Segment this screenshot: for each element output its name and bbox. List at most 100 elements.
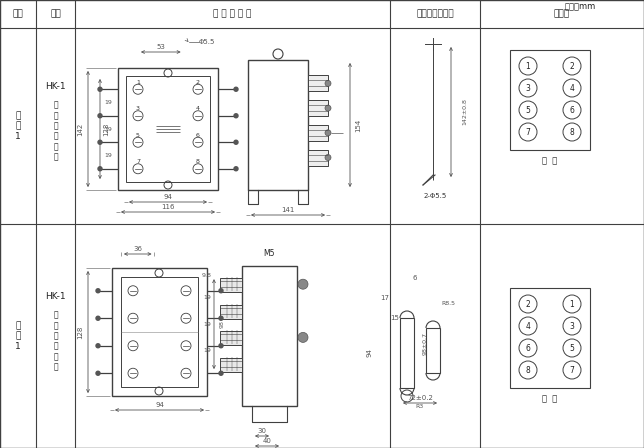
Circle shape xyxy=(96,316,100,320)
Bar xyxy=(510,288,590,388)
Circle shape xyxy=(96,344,100,348)
Text: 7: 7 xyxy=(526,128,531,137)
Text: 6: 6 xyxy=(196,133,200,138)
Text: 背  视: 背 视 xyxy=(542,395,558,404)
Text: 1: 1 xyxy=(570,300,574,309)
Bar xyxy=(308,150,328,165)
Bar xyxy=(248,60,308,190)
Text: 外 形 尺 寸 图: 外 形 尺 寸 图 xyxy=(213,9,251,18)
Text: 40: 40 xyxy=(263,438,271,444)
Text: 4: 4 xyxy=(569,83,574,92)
Text: 3: 3 xyxy=(526,83,531,92)
Text: 128: 128 xyxy=(103,122,109,136)
Bar xyxy=(112,268,207,396)
Bar xyxy=(308,100,328,116)
Bar xyxy=(220,332,242,345)
Text: 17: 17 xyxy=(381,295,390,301)
Circle shape xyxy=(298,279,308,289)
Text: 154: 154 xyxy=(355,118,361,132)
Circle shape xyxy=(234,114,238,118)
Text: 19: 19 xyxy=(203,348,211,353)
Text: 8: 8 xyxy=(570,128,574,137)
Bar xyxy=(220,278,242,292)
Text: 53: 53 xyxy=(156,44,166,50)
Circle shape xyxy=(234,87,238,91)
Bar xyxy=(308,125,328,141)
Text: 94: 94 xyxy=(155,402,164,408)
Bar xyxy=(118,68,218,190)
Text: 5: 5 xyxy=(569,344,574,353)
Circle shape xyxy=(234,167,238,171)
Text: 8: 8 xyxy=(526,366,531,375)
Bar xyxy=(400,318,414,388)
Text: 19: 19 xyxy=(203,322,211,327)
Text: R8.5: R8.5 xyxy=(441,301,455,306)
Text: 36: 36 xyxy=(133,246,142,252)
Text: 3: 3 xyxy=(136,106,140,111)
Circle shape xyxy=(96,371,100,375)
Text: 2: 2 xyxy=(526,300,531,309)
Text: 19: 19 xyxy=(203,295,211,300)
Text: 19: 19 xyxy=(104,100,112,105)
Text: HK-1: HK-1 xyxy=(45,82,66,90)
Bar xyxy=(510,50,590,150)
Text: 附
图
1: 附 图 1 xyxy=(15,321,21,351)
Bar xyxy=(126,76,210,182)
Text: 图号: 图号 xyxy=(13,9,23,18)
Bar xyxy=(308,75,328,91)
Circle shape xyxy=(219,316,223,320)
Bar xyxy=(242,266,297,406)
Text: 5: 5 xyxy=(526,105,531,115)
Text: Φ5.5: Φ5.5 xyxy=(198,39,215,45)
Circle shape xyxy=(219,289,223,293)
Text: 前  视: 前 视 xyxy=(542,156,558,165)
Text: 凸
出
式
前
接
线: 凸 出 式 前 接 线 xyxy=(53,100,58,161)
Text: 6: 6 xyxy=(569,105,574,115)
Text: 1: 1 xyxy=(136,80,140,85)
Bar xyxy=(220,358,242,372)
Text: HK-1: HK-1 xyxy=(45,292,66,301)
Text: 30: 30 xyxy=(258,428,267,434)
Text: 94: 94 xyxy=(164,194,173,200)
Circle shape xyxy=(96,289,100,293)
Text: 2: 2 xyxy=(570,61,574,70)
Circle shape xyxy=(219,344,223,348)
Text: 1: 1 xyxy=(526,61,531,70)
Text: 端子图: 端子图 xyxy=(554,9,570,18)
Text: 98: 98 xyxy=(220,320,225,328)
Text: 2-Φ5.5: 2-Φ5.5 xyxy=(423,193,447,199)
Text: 6: 6 xyxy=(526,344,531,353)
Bar xyxy=(220,305,242,319)
Text: 9.8: 9.8 xyxy=(202,272,212,278)
Circle shape xyxy=(325,155,331,160)
Text: 142: 142 xyxy=(77,122,83,136)
Text: 94: 94 xyxy=(367,349,373,358)
Text: 7: 7 xyxy=(136,159,140,164)
Circle shape xyxy=(98,140,102,144)
Text: 19: 19 xyxy=(104,153,112,158)
Text: 单位：mm: 单位：mm xyxy=(565,3,596,12)
Text: 安装开孔尺寸图: 安装开孔尺寸图 xyxy=(416,9,454,18)
Bar xyxy=(426,328,440,373)
Text: M5: M5 xyxy=(263,249,275,258)
Circle shape xyxy=(325,130,331,136)
Text: R3: R3 xyxy=(416,404,424,409)
Text: 2: 2 xyxy=(196,80,200,85)
Text: 7: 7 xyxy=(569,366,574,375)
Text: 6: 6 xyxy=(413,275,417,281)
Text: 141: 141 xyxy=(281,207,295,213)
Text: 128: 128 xyxy=(77,325,83,339)
Text: 结构: 结构 xyxy=(50,9,61,18)
Text: 142±0.8: 142±0.8 xyxy=(462,99,468,125)
Text: 附
图
1: 附 图 1 xyxy=(15,111,21,141)
Circle shape xyxy=(298,332,308,342)
Circle shape xyxy=(98,114,102,118)
Text: 4: 4 xyxy=(196,106,200,111)
Circle shape xyxy=(98,167,102,171)
Circle shape xyxy=(325,80,331,86)
Text: 3: 3 xyxy=(569,322,574,331)
Text: 98±0.7: 98±0.7 xyxy=(422,332,428,354)
Text: 8: 8 xyxy=(196,159,200,164)
Text: 116: 116 xyxy=(161,204,175,210)
Text: 19: 19 xyxy=(104,126,112,132)
